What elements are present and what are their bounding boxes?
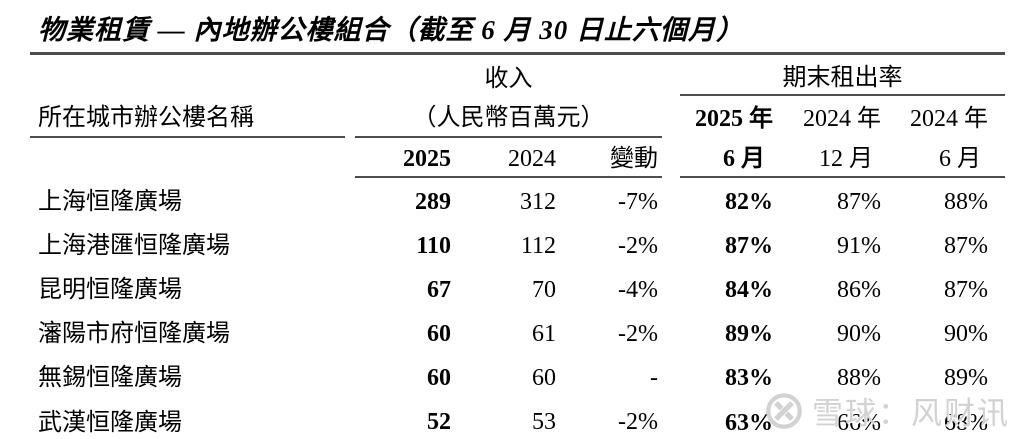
occupancy-2024-dec-value: 88% [837,365,881,391]
table-row: 瀋陽市府恒隆廣場 60 61 -2% 89% 90% 90% [30,310,1005,354]
subheader-row: 所在城市辦公樓名稱 （人民幣百萬元） 2025 年 2024 年 2024 年 [30,95,1005,138]
occupancy-2025-jun-value: 63% [725,410,773,436]
column-header-row: 2025 2024 變動 6 月 12 月 6 月 [30,137,1005,178]
revenue-2024-value: 312 [520,189,556,215]
occupancy-2024-jun-value: 87% [944,277,988,303]
revenue-2025-value: 60 [427,365,451,391]
revenue-2025-value: 110 [416,233,451,259]
revenue-col-2024: 2024 [455,137,560,178]
revenue-group-title: 收入 [484,66,533,92]
revenue-2024-value: 112 [520,233,556,259]
occupancy-2025-jun-value: 87% [725,233,773,259]
occupancy-col-month-jun24: 6 月 [885,137,1005,178]
revenue-2025-value: 52 [355,398,455,439]
revenue-2025-value: 289 [415,189,451,215]
occupancy-2024-jun-value: 87% [944,233,988,259]
occupancy-2025-jun-value: 82% [725,189,773,215]
revenue-change-value: -4% [618,277,658,303]
revenue-2024-value: 70 [532,277,556,303]
occupancy-2025-jun-value: 89% [725,321,773,347]
building-name: 瀋陽市府恒隆廣場 [38,321,230,347]
group-header-row: 收入 期末租出率 [30,55,1005,96]
occupancy-2024-jun-value: 68% [944,410,988,436]
occupancy-2024-jun-value: 90% [944,321,988,347]
occupancy-col-year-2024a: 2024 年 [803,106,881,132]
watermark-text: 雪球：风财讯 [812,396,1010,431]
table-row: 上海恒隆廣場 289 312 -7% 82% 87% 88% [30,177,1005,222]
revenue-change-value: - [650,365,658,391]
occupancy-col-month-dec24: 12 月 [777,137,885,178]
occupancy-2024-dec-value: 66% [837,410,881,436]
revenue-change-value: -2% [618,321,658,347]
revenue-col-change: 變動 [560,137,662,178]
building-name: 武漢恒隆廣場 [38,410,182,436]
revenue-2025-value: 67 [427,277,451,303]
occupancy-2025-jun-value: 83% [725,365,773,391]
revenue-change-value: -2% [560,398,662,439]
name-column-header: 所在城市辦公樓名稱 [30,95,345,138]
revenue-change-value: -2% [618,233,658,259]
revenue-change-value: -7% [618,189,658,215]
table-row: 昆明恒隆廣場 67 70 -4% 84% 86% 87% [30,266,1005,310]
revenue-unit-label: （人民幣百萬元） [355,95,662,138]
occupancy-2024-jun-value: 88% [944,189,988,215]
rental-portfolio-table: 收入 期末租出率 所在城市辦公樓名稱 （人民幣百萬元） 2025 年 2024 … [30,55,1005,439]
occupancy-2024-jun-value: 89% [944,365,988,391]
table-row: 上海港匯恒隆廣場 110 112 -2% 87% 91% 87% [30,222,1005,266]
occupancy-col-month-jun25: 6 月 [680,137,777,178]
watermark: 雪球：风财讯 [765,388,1010,433]
occupancy-2025-jun-value: 84% [725,277,773,303]
table-row: 武漢恒隆廣場 52 53 -2% 63% 66% 68% [30,398,1005,439]
occupancy-group-title: 期末租出率 [680,55,1005,96]
occupancy-2024-dec-value: 91% [837,233,881,259]
occupancy-2024-dec-value: 90% [837,321,881,347]
building-name: 昆明恒隆廣場 [38,277,182,303]
building-name: 上海港匯恒隆廣場 [38,233,230,259]
table-row: 無錫恒隆廣場 60 60 - 83% 88% 89% [30,354,1005,398]
revenue-col-2025: 2025 [355,137,455,178]
building-name: 無錫恒隆廣場 [38,365,182,391]
occupancy-2024-dec-value: 86% [837,277,881,303]
page-title: 物業租賃 — 內地辦公樓組合（截至 6 月 30 日止六個月） [38,15,744,45]
building-name: 上海恒隆廣場 [38,189,182,215]
revenue-2024-value: 61 [532,321,556,347]
title-divider [30,52,1005,55]
revenue-2025-value: 60 [427,321,451,347]
occupancy-col-year-2024b: 2024 年 [910,106,988,132]
occupancy-col-year-2025: 2025 年 [695,106,773,132]
revenue-2024-value: 60 [532,365,556,391]
revenue-2024-value: 53 [455,398,560,439]
xueqiu-logo-icon [766,392,802,429]
occupancy-2024-dec-value: 87% [837,189,881,215]
